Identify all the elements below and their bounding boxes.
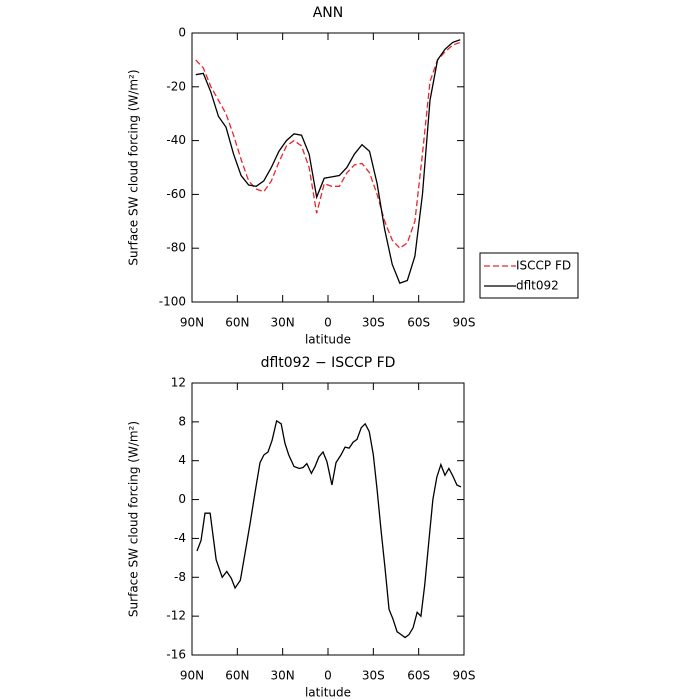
- x-axis-label: latitude: [305, 686, 351, 700]
- y-tick-label: 4: [178, 453, 186, 467]
- data-line: [195, 39, 461, 284]
- x-tick-label: 30S: [362, 669, 385, 683]
- legend-label: dflt092: [516, 279, 559, 293]
- chart-title: dflt092 − ISCCP FD: [261, 355, 396, 371]
- y-tick-label: 0: [178, 492, 186, 506]
- x-tick-label: 30N: [271, 316, 295, 330]
- legend-label: ISCCP FD: [516, 259, 571, 273]
- y-tick-label: -12: [166, 609, 186, 623]
- y-tick-label: 0: [178, 26, 186, 40]
- y-axis-label: Surface SW cloud forcing (W/m²): [127, 69, 141, 265]
- plot-frame: [191, 382, 465, 656]
- y-tick-label: -4: [174, 531, 186, 545]
- data-line: [195, 41, 461, 250]
- y-tick-label: -80: [166, 241, 186, 255]
- legend-box: [479, 252, 579, 299]
- plot-frame: [191, 32, 465, 303]
- y-tick-label: -40: [166, 133, 186, 147]
- y-tick-label: -8: [174, 570, 186, 584]
- x-tick-label: 60S: [407, 669, 430, 683]
- chart-title: ANN: [313, 5, 344, 21]
- y-tick-label: -20: [166, 79, 186, 93]
- x-tick-label: 90S: [453, 316, 476, 330]
- x-tick-label: 30N: [271, 669, 295, 683]
- x-tick-label: 60N: [225, 316, 249, 330]
- x-tick-label: 30S: [362, 316, 385, 330]
- y-axis-label: Surface SW cloud forcing (W/m²): [127, 421, 141, 617]
- y-tick-label: -16: [166, 648, 186, 662]
- x-tick-label: 90N: [180, 669, 204, 683]
- y-tick-label: 12: [171, 376, 186, 390]
- y-tick-label: -100: [159, 295, 186, 309]
- x-tick-label: 0: [324, 316, 332, 330]
- x-tick-label: 60S: [407, 316, 430, 330]
- x-tick-label: 0: [324, 669, 332, 683]
- x-tick-label: 90S: [453, 669, 476, 683]
- data-line: [196, 419, 462, 639]
- x-tick-label: 60N: [225, 669, 249, 683]
- x-tick-label: 90N: [180, 316, 204, 330]
- x-axis-label: latitude: [305, 333, 351, 347]
- y-tick-label: -60: [166, 187, 186, 201]
- y-tick-label: 8: [178, 414, 186, 428]
